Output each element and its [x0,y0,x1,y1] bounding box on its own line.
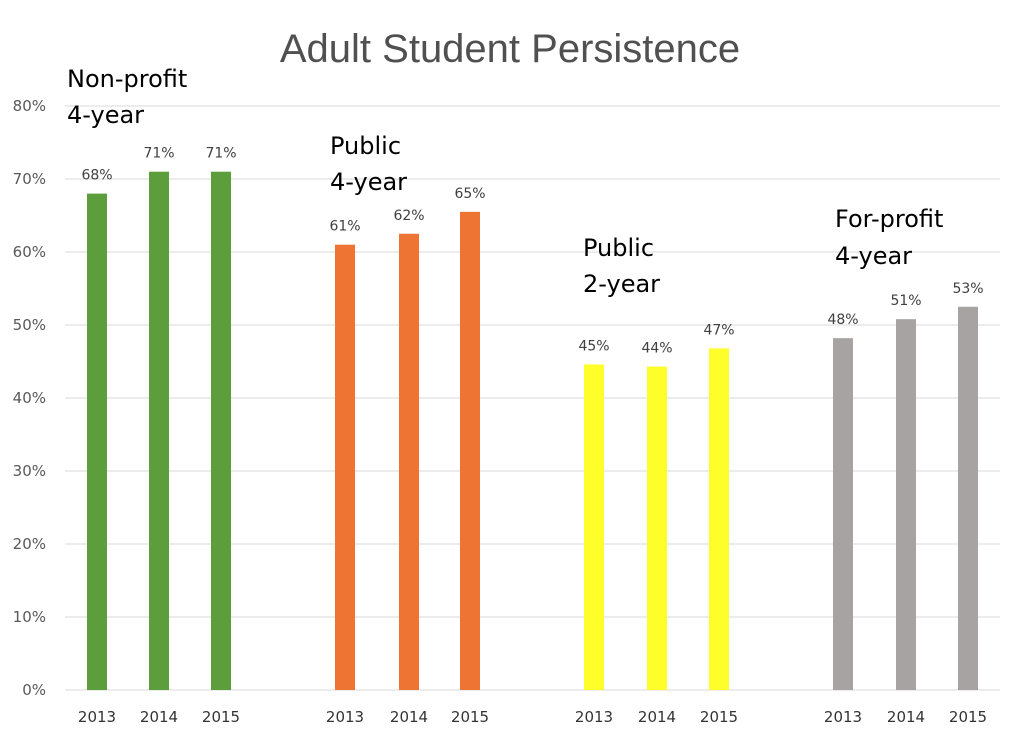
data-label: 45% [578,338,609,354]
group-label: 2-year [583,270,660,298]
y-tick-label: 20% [13,535,46,553]
bar [833,338,853,690]
data-label: 62% [393,208,424,224]
y-tick-label: 0% [22,681,46,699]
y-tick-label: 60% [13,243,46,261]
bar [211,171,231,690]
x-tick-label: 2014 [140,708,178,726]
data-label: 68% [81,168,112,184]
data-labels: 68% 71% 71% 61% 62% 65% 45% 44% 47% 48% 51% 53% [81,146,983,357]
x-tick-label: 2014 [390,708,428,726]
data-label: 51% [890,293,921,309]
y-tick-label: 10% [13,608,46,626]
group-label: Public [330,132,401,160]
x-tick-label: 2013 [824,708,862,726]
y-tick-label: 80% [13,97,46,115]
y-axis-ticks: 0% 10% 20% 30% 40% 50% 60% 70% 80% [13,97,46,699]
bar [709,348,729,690]
x-tick-label: 2015 [949,708,987,726]
bar [958,306,978,690]
y-tick-label: 50% [13,316,46,334]
data-label: 48% [827,312,858,328]
data-label: 44% [641,341,672,357]
x-tick-label: 2015 [700,708,738,726]
bar [399,233,419,690]
data-label: 53% [952,281,983,297]
group-label: 4-year [330,168,407,196]
x-tick-label: 2013 [78,708,116,726]
group-label: 4-year [67,101,144,129]
x-axis-ticks: 2013 2014 2015 2013 2014 2015 2013 2014 2015 2013… [78,708,987,726]
data-label: 65% [454,186,485,202]
bar [584,364,604,690]
x-tick-label: 2013 [326,708,364,726]
data-label: 71% [205,146,236,162]
y-tick-label: 30% [13,462,46,480]
bars [87,171,978,690]
bar [460,211,480,690]
bar [149,171,169,690]
group-labels: Non-profit 4-year Public 4-year Public 2-year… [67,65,943,298]
bar [647,366,667,690]
group-label: 4-year [835,242,912,270]
data-label: 47% [703,322,734,338]
bar [335,244,355,690]
y-tick-label: 40% [13,389,46,407]
x-tick-label: 2015 [202,708,240,726]
chart-title: Adult Student Persistence [280,27,740,71]
data-label: 61% [329,219,360,235]
x-tick-label: 2014 [887,708,925,726]
bar [896,319,916,690]
grid-lines [65,105,1000,691]
x-tick-label: 2013 [575,708,613,726]
group-label: For-profit [835,205,943,233]
bar [87,193,107,690]
group-label: Public [583,234,654,262]
group-label: Non-profit [67,65,187,93]
x-tick-label: 2014 [638,708,676,726]
x-tick-label: 2015 [451,708,489,726]
data-label: 71% [143,146,174,162]
y-tick-label: 70% [13,170,46,188]
